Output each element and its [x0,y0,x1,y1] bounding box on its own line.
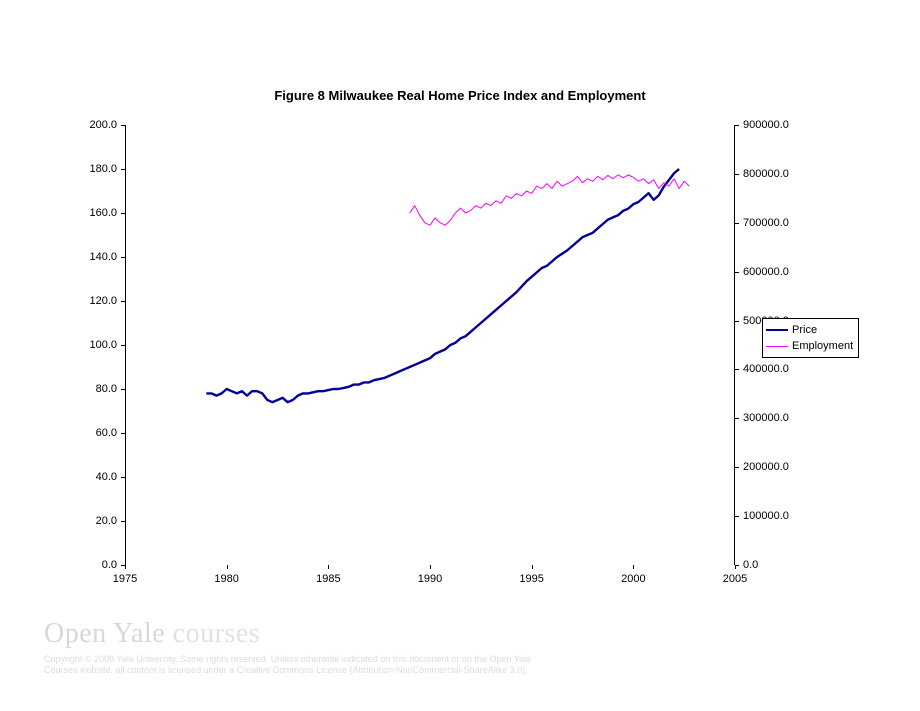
legend-swatch-price [766,329,788,331]
series-employment [410,175,690,225]
legend-item-price: Price [766,322,853,338]
y-right-tick-label: 0.0 [743,559,758,571]
y-left-tick-label: 40.0 [96,471,117,483]
x-tick-label: 1995 [519,573,543,585]
footer-copyright-line2: Courses website, all content is licensed… [44,665,528,675]
legend-label-price: Price [792,324,817,336]
y-left-tick-label: 120.0 [89,295,117,307]
chart-svg [125,125,735,565]
y-left-tick-label: 160.0 [89,207,117,219]
y-left-tick-label: 80.0 [96,383,117,395]
y-right-tick-label: 800000.0 [743,168,789,180]
footer-copyright: Copyright © 2008 Yale University. Some r… [44,654,604,676]
footer-copyright-line1: Copyright © 2008 Yale University. Some r… [44,654,531,664]
y-left-tick-label: 20.0 [96,515,117,527]
legend-label-employment: Employment [792,340,853,352]
y-left-tick-label: 100.0 [89,339,117,351]
footer-brand: Open Yale courses [44,618,260,650]
plot-area: 0.020.040.060.080.0100.0120.0140.0160.01… [125,125,735,565]
x-tick-label: 1985 [316,573,340,585]
x-tick-label: 1990 [418,573,442,585]
x-tick-label: 1975 [113,573,137,585]
x-tick-label: 2000 [621,573,645,585]
legend: Price Employment [762,318,859,358]
page: Figure 8 Milwaukee Real Home Price Index… [0,0,920,711]
y-right-tick-label: 100000.0 [743,510,789,522]
y-left-tick-label: 140.0 [89,251,117,263]
footer-brand-sub: courses [165,618,260,649]
y-right-tick-label: 700000.0 [743,217,789,229]
x-tick-label: 1980 [214,573,238,585]
y-right-tick-label: 900000.0 [743,119,789,131]
y-right-tick-label: 300000.0 [743,412,789,424]
y-right-tick-label: 400000.0 [743,363,789,375]
y-right-tick-label: 200000.0 [743,461,789,473]
x-tick-label: 2005 [723,573,747,585]
series-price [206,169,679,402]
legend-item-employment: Employment [766,338,853,354]
chart-title: Figure 8 Milwaukee Real Home Price Index… [0,88,920,103]
y-left-tick-label: 200.0 [89,119,117,131]
y-left-tick-label: 60.0 [96,427,117,439]
footer-brand-main: Open Yale [44,618,165,649]
y-left-tick-label: 180.0 [89,163,117,175]
y-left-tick-label: 0.0 [102,559,117,571]
legend-swatch-employment [766,346,788,347]
y-right-tick-label: 600000.0 [743,266,789,278]
